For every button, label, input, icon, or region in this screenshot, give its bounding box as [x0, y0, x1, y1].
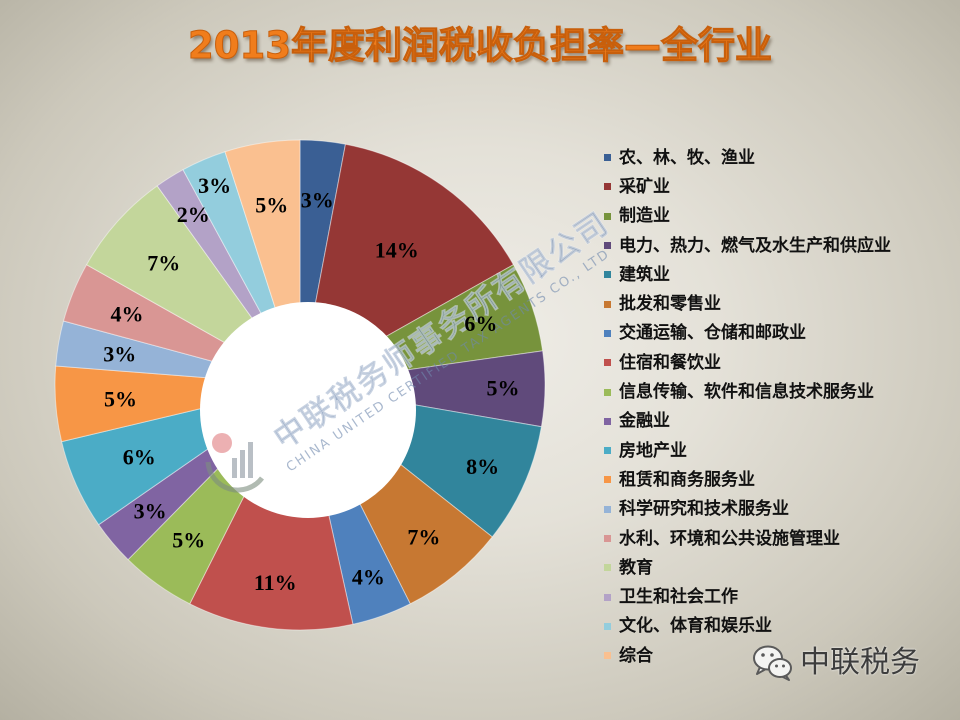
logo-dot [212, 433, 232, 453]
data-label: 6% [123, 444, 156, 469]
logo-ring [205, 461, 265, 493]
wechat-eye [775, 664, 778, 668]
legend-item: 水利、环境和公共设施管理业 [604, 524, 954, 553]
legend-marker [604, 564, 611, 572]
chart-title: 2013年度利润税收负担率—全行业 [188, 24, 773, 68]
data-label: 5% [255, 193, 288, 218]
footer-brand-name: 中联税务 [800, 645, 920, 680]
data-label: 11% [254, 570, 297, 595]
wechat-bubble-small [768, 658, 792, 678]
legend-label: 采矿业 [619, 176, 670, 197]
legend-label: 综合 [619, 645, 653, 666]
legend-item: 批发和零售业 [604, 289, 954, 318]
legend-label: 水利、环境和公共设施管理业 [619, 528, 840, 549]
legend-marker [604, 242, 611, 250]
data-label: 3% [103, 341, 136, 366]
legend-marker [604, 535, 611, 542]
pie-slice [299, 350, 546, 428]
legend-item: 房地产业 [604, 436, 954, 465]
legend-marker [604, 505, 611, 513]
legend-marker [604, 212, 611, 220]
data-label: 5% [487, 376, 520, 401]
legend-marker [604, 417, 611, 425]
wechat-icon [753, 645, 792, 681]
legend-label: 教育 [619, 557, 653, 578]
data-label: 4% [352, 565, 385, 590]
legend-item: 电力、热力、燃气及水生产和供应业 [604, 231, 954, 260]
data-label: 5% [104, 387, 137, 412]
legend-label: 建筑业 [619, 264, 670, 285]
legend-label: 房地产业 [619, 440, 687, 461]
legend-item: 农、林、牧、渔业 [604, 143, 954, 172]
legend-marker [604, 652, 611, 660]
data-label: 2% [177, 202, 210, 227]
legend-marker [604, 447, 611, 455]
legend-item: 交通运输、仓储和邮政业 [604, 319, 954, 348]
legend-item: 采矿业 [604, 172, 954, 201]
legend-marker [604, 622, 611, 630]
data-label: 3% [301, 187, 334, 212]
legend-item: 文化、体育和娱乐业 [604, 612, 954, 641]
data-labels: 3%14%6%5%8%7%4%11%5%3%6%5%3%4%7%2%3%5% [103, 173, 519, 595]
footer-brand: 中联税务 [752, 644, 920, 682]
legend-item: 教育 [604, 553, 954, 582]
donut-hole [200, 302, 416, 518]
data-label: 5% [172, 528, 205, 553]
data-label: 8% [466, 454, 499, 479]
legend-marker [604, 183, 611, 191]
legend-label: 信息传输、软件和信息技术服务业 [619, 382, 874, 403]
legend-marker [604, 593, 611, 601]
logo-bar [240, 450, 245, 478]
wechat-eye [761, 653, 765, 657]
logo-bar [248, 442, 253, 478]
legend-item: 卫生和社会工作 [604, 582, 954, 611]
data-label: 7% [407, 524, 440, 549]
legend-item: 住宿和餐饮业 [604, 348, 954, 377]
legend-item: 科学研究和技术服务业 [604, 495, 954, 524]
legend-label: 租赁和商务服务业 [619, 469, 755, 490]
legend-marker [604, 300, 611, 308]
legend-marker [604, 271, 611, 279]
legend-marker [604, 154, 611, 162]
legend-label: 电力、热力、燃气及水生产和供应业 [619, 235, 891, 256]
wechat-eye [770, 653, 774, 657]
data-label: 4% [111, 302, 144, 327]
legend-label: 科学研究和技术服务业 [619, 499, 789, 520]
data-label: 14% [375, 238, 419, 263]
data-label: 7% [147, 250, 180, 275]
watermark-logo [205, 433, 265, 493]
legend-item: 制造业 [604, 202, 954, 231]
wechat-eye [782, 664, 785, 668]
legend-marker [604, 329, 611, 337]
logo-bar [232, 458, 237, 478]
legend-label: 农、林、牧、渔业 [619, 147, 755, 168]
legend-label: 文化、体育和娱乐业 [619, 616, 772, 637]
legend-item: 租赁和商务服务业 [604, 465, 954, 494]
legend-marker [604, 359, 611, 367]
data-label: 6% [464, 311, 497, 336]
legend-label: 卫生和社会工作 [619, 587, 738, 608]
data-label: 3% [134, 499, 167, 524]
legend-marker [604, 388, 611, 396]
data-label: 3% [198, 173, 231, 198]
legend-marker [604, 476, 611, 484]
legend-label: 交通运输、仓储和邮政业 [619, 323, 806, 344]
legend-item: 综合 [604, 641, 954, 670]
legend-label: 批发和零售业 [619, 294, 721, 315]
legend-item: 金融业 [604, 407, 954, 436]
legend-item: 建筑业 [604, 260, 954, 289]
legend: 农、林、牧、渔业 采矿业制造业电力、热力、燃气及水生产和供应业 建筑业批发和零售业交… [604, 143, 954, 670]
legend-label: 住宿和餐饮业 [619, 352, 721, 373]
legend-label: 制造业 [619, 206, 670, 227]
legend-item: 信息传输、软件和信息技术服务业 [604, 377, 954, 406]
legend-label: 金融业 [619, 411, 670, 432]
